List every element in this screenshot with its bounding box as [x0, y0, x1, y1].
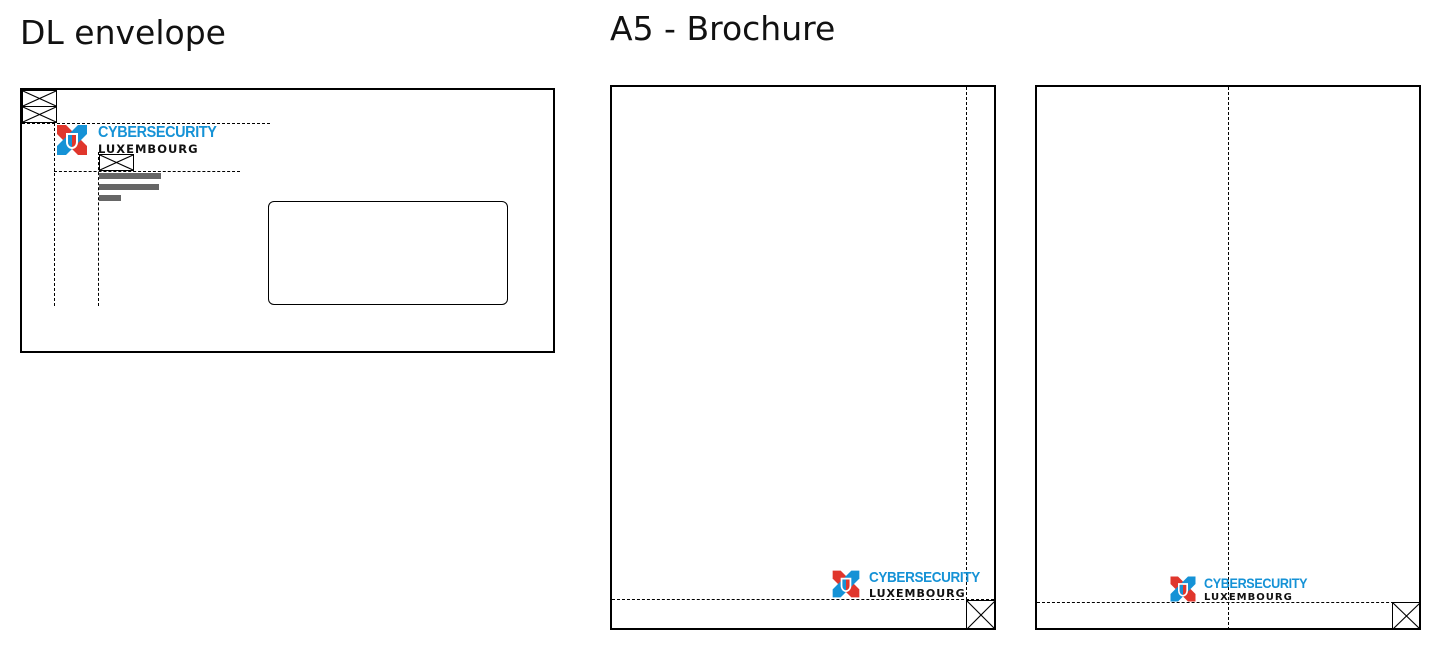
logo-line-1: CYBERSECURITY: [98, 123, 217, 141]
brochure-back-guide-center: [1228, 87, 1229, 630]
logo-line-1: CYBERSECURITY: [1204, 574, 1308, 591]
cybersecurity-luxembourg-logo-icon: [830, 568, 862, 600]
brochure-back-margin-box: [1392, 602, 1421, 630]
cybersecurity-luxembourg-logo-icon: [54, 122, 90, 158]
logo-line-2: LUXEMBOURG: [869, 586, 966, 600]
logo-line-2: LUXEMBOURG: [98, 141, 199, 156]
brochure-back-guide-horizontal: [1037, 602, 1419, 603]
a5-brochure-title: A5 - Brochure: [610, 9, 836, 48]
logo-wordmark: CYBERSECURITY LUXEMBOURG: [98, 123, 230, 156]
envelope-address-window: [268, 201, 508, 305]
brochure-front-guide-horizontal: [612, 599, 994, 600]
a5-brochure-back-page: CYBERSECURITY LUXEMBOURG: [1035, 85, 1421, 630]
logo-line-2: LUXEMBOURG: [1204, 591, 1293, 603]
logo-wordmark: CYBERSECURITY LUXEMBOURG: [869, 570, 992, 599]
brochure-front-margin-box: [966, 600, 996, 630]
envelope-margin-box-bottom: [22, 106, 57, 123]
envelope-guide-top: [22, 123, 270, 124]
dl-envelope-sheet: CYBERSECURITY LUXEMBOURG: [20, 88, 555, 353]
address-placeholder-line-1: [99, 173, 161, 179]
envelope-guide-left: [54, 123, 55, 306]
envelope-spacing-box: [99, 154, 134, 171]
envelope-logo: CYBERSECURITY LUXEMBOURG: [54, 122, 230, 158]
address-placeholder-line-2: [99, 184, 159, 190]
address-placeholder-line-3: [99, 195, 121, 201]
brochure-front-guide-vertical: [966, 87, 967, 630]
envelope-guide-address-left: [98, 152, 99, 306]
logo-line-1: CYBERSECURITY: [869, 568, 980, 586]
brochure-back-logo: CYBERSECURITY LUXEMBOURG: [1168, 574, 1319, 604]
logo-wordmark: CYBERSECURITY LUXEMBOURG: [1204, 576, 1319, 603]
cybersecurity-luxembourg-logo-icon: [1168, 574, 1198, 604]
brochure-front-logo: CYBERSECURITY LUXEMBOURG: [830, 568, 992, 600]
dl-envelope-title: DL envelope: [20, 13, 226, 52]
envelope-guide-address: [54, 171, 240, 172]
envelope-margin-box-top: [22, 90, 57, 107]
a5-brochure-front-page: CYBERSECURITY LUXEMBOURG: [610, 85, 996, 630]
